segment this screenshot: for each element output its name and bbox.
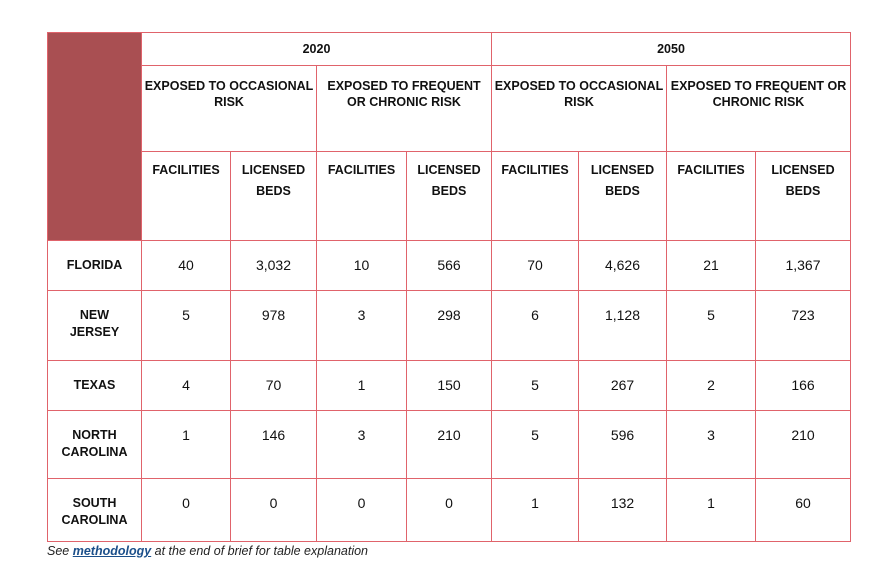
value-cell: 298 (406, 290, 492, 361)
value-cell: 5 (666, 290, 756, 361)
risk-header: EXPOSED TO FREQUENT OR CHRONIC RISK (316, 65, 492, 152)
value-cell: 5 (491, 410, 579, 479)
value-cell: 1,128 (578, 290, 667, 361)
state-cell: NORTH CAROLINA (47, 410, 142, 479)
column-header: LICENSED BEDS (230, 151, 317, 241)
footnote: See methodology at the end of brief for … (47, 544, 368, 558)
table-row: SOUTH CAROLINA 0 0 0 0 1 132 1 60 (47, 478, 851, 542)
value-cell: 3,032 (230, 240, 317, 291)
table-row: NORTH CAROLINA 1 146 3 210 5 596 3 210 (47, 410, 851, 479)
year-header-2050: 2050 (491, 32, 851, 66)
value-cell: 723 (755, 290, 851, 361)
value-cell: 267 (578, 360, 667, 411)
state-cell: SOUTH CAROLINA (47, 478, 142, 542)
methodology-link[interactable]: methodology (72, 544, 152, 558)
value-cell: 3 (666, 410, 756, 479)
value-cell: 978 (230, 290, 317, 361)
value-cell: 210 (406, 410, 492, 479)
year-header-2020: 2020 (141, 32, 492, 66)
value-cell: 10 (316, 240, 407, 291)
value-cell: 4,626 (578, 240, 667, 291)
column-header: LICENSED BEDS (578, 151, 667, 241)
table-row: NEW JERSEY 5 978 3 298 6 1,128 5 723 (47, 290, 851, 361)
table-row: TEXAS 4 70 1 150 5 267 2 166 (47, 360, 851, 411)
risk-header: EXPOSED TO OCCASIONAL RISK (491, 65, 667, 152)
value-cell: 132 (578, 478, 667, 542)
value-cell: 1,367 (755, 240, 851, 291)
footnote-suffix: at the end of brief for table explanatio… (151, 544, 369, 558)
value-cell: 40 (141, 240, 231, 291)
value-cell: 5 (141, 290, 231, 361)
subheader-row: FACILITIES LICENSED BEDS FACILITIES LICE… (48, 151, 851, 241)
value-cell: 4 (141, 360, 231, 411)
value-cell: 1 (141, 410, 231, 479)
column-header: FACILITIES (141, 151, 231, 241)
value-cell: 70 (491, 240, 579, 291)
value-cell: 6 (491, 290, 579, 361)
value-cell: 60 (755, 478, 851, 542)
value-cell: 596 (578, 410, 667, 479)
risk-header: EXPOSED TO OCCASIONAL RISK (141, 65, 317, 152)
value-cell: 21 (666, 240, 756, 291)
value-cell: 5 (491, 360, 579, 411)
value-cell: 146 (230, 410, 317, 479)
value-cell: 0 (316, 478, 407, 542)
state-cell: TEXAS (47, 360, 142, 411)
value-cell: 2 (666, 360, 756, 411)
column-header: LICENSED BEDS (406, 151, 492, 241)
value-cell: 1 (491, 478, 579, 542)
state-cell: FLORIDA (47, 240, 142, 291)
value-cell: 3 (316, 410, 407, 479)
value-cell: 0 (406, 478, 492, 542)
value-cell: 1 (316, 360, 407, 411)
value-cell: 0 (141, 478, 231, 542)
corner-cell (47, 32, 142, 241)
footnote-prefix: See (47, 544, 73, 558)
value-cell: 166 (755, 360, 851, 411)
column-header: FACILITIES (316, 151, 407, 241)
data-table: 2020 2050 EXPOSED TO OCCASIONAL RISK EXP… (47, 32, 851, 542)
value-cell: 566 (406, 240, 492, 291)
value-cell: 0 (230, 478, 317, 542)
value-cell: 70 (230, 360, 317, 411)
risk-header: EXPOSED TO FREQUENT OR CHRONIC RISK (666, 65, 851, 152)
value-cell: 210 (755, 410, 851, 479)
risk-header-row: EXPOSED TO OCCASIONAL RISK EXPOSED TO FR… (48, 65, 851, 152)
table-row: FLORIDA 40 3,032 10 566 70 4,626 21 1,36… (47, 240, 851, 291)
column-header: FACILITIES (666, 151, 756, 241)
column-header: FACILITIES (491, 151, 579, 241)
state-cell: NEW JERSEY (47, 290, 142, 361)
year-header-row: 2020 2050 (47, 32, 851, 241)
column-header: LICENSED BEDS (755, 151, 851, 241)
value-cell: 3 (316, 290, 407, 361)
value-cell: 150 (406, 360, 492, 411)
value-cell: 1 (666, 478, 756, 542)
